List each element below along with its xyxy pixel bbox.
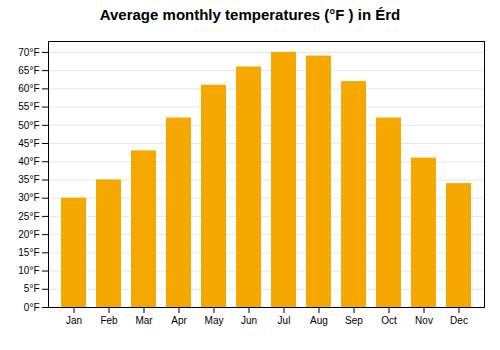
svg-text:Apr: Apr [171, 315, 187, 326]
svg-text:0°F: 0°F [24, 302, 40, 313]
svg-text:Aug: Aug [310, 315, 328, 326]
svg-text:15°F: 15°F [18, 247, 39, 258]
html-text:Average monthly temperatures (: Average monthly temperatures (°F ) in Ér… [99, 6, 401, 23]
svg-text:May: May [205, 315, 224, 326]
svg-text:30°F: 30°F [18, 192, 39, 203]
svg-text:Jan: Jan [66, 315, 82, 326]
svg-text:Feb: Feb [100, 315, 118, 326]
svg-text:Oct: Oct [381, 315, 397, 326]
svg-text:20°F: 20°F [18, 229, 39, 240]
svg-text:25°F: 25°F [18, 211, 39, 222]
svg-text:50°F: 50°F [18, 120, 39, 131]
svg-text:Jun: Jun [241, 315, 257, 326]
svg-text:45°F: 45°F [18, 138, 39, 149]
svg-text:Dec: Dec [450, 315, 468, 326]
svg-text:35°F: 35°F [18, 174, 39, 185]
svg-text:65°F: 65°F [18, 65, 39, 76]
svg-text:40°F: 40°F [18, 156, 39, 167]
svg-text:55°F: 55°F [18, 101, 39, 112]
svg-text:Mar: Mar [135, 315, 153, 326]
svg-text:Nov: Nov [415, 315, 433, 326]
svg-text:Sep: Sep [345, 315, 363, 326]
svg-text:60°F: 60°F [18, 83, 39, 94]
svg-text:5°F: 5°F [24, 283, 40, 294]
svg-text:70°F: 70°F [18, 47, 39, 58]
svg-text:Jul: Jul [278, 315, 291, 326]
svg-text:10°F: 10°F [18, 265, 39, 276]
